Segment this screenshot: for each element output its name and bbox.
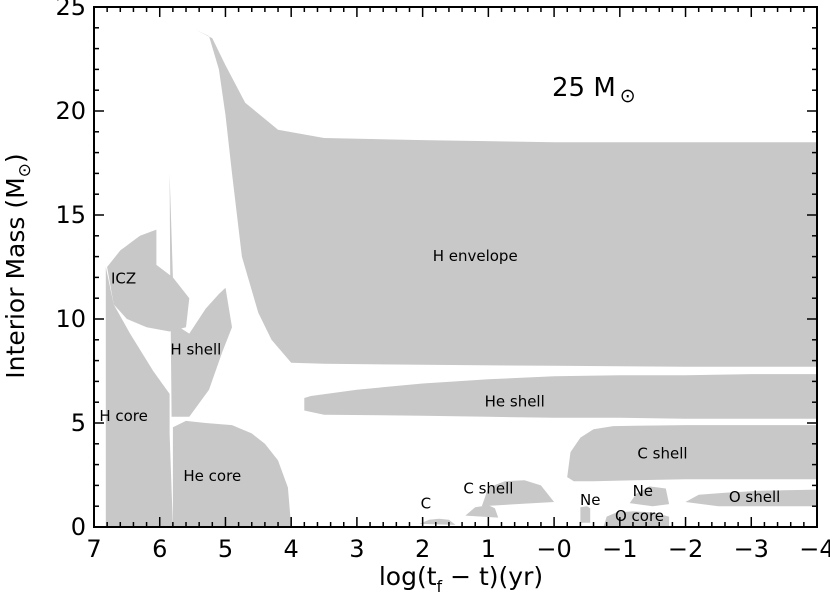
region-label-he-core-4: He core [183, 467, 241, 485]
x-tick-label: −1 [602, 535, 637, 563]
region-he-shell-5 [304, 374, 817, 419]
x-axis-label: log(tf − t)(yr) [379, 562, 543, 596]
x-tick-label: 7 [86, 535, 101, 563]
region-o-shell-13 [685, 489, 817, 507]
region-label-o-core-12: O core [615, 507, 664, 525]
plot-frame [93, 6, 818, 528]
region-ne-10 [580, 506, 591, 523]
regions-layer [105, 29, 817, 527]
region-h-shell-3 [169, 173, 232, 417]
region-label-c-shell-6: C shell [637, 444, 687, 462]
x-tick-label: 3 [349, 535, 364, 563]
region-label-ne-10: Ne [580, 491, 600, 509]
mass-annotation: 25 M ⊙ [552, 73, 636, 107]
x-tick-label: 1 [481, 535, 496, 563]
region-label-icz-1: ICZ [111, 270, 136, 288]
x-tick-label: −0 [536, 535, 571, 563]
region-label-he-shell-5: He shell [485, 392, 545, 410]
region-label-c-shell-7: C shell [463, 480, 513, 498]
region-h-core-2 [105, 267, 173, 527]
x-tick-label: −2 [668, 535, 703, 563]
x-tick-label: 4 [284, 535, 299, 563]
x-tick-label: 6 [152, 535, 167, 563]
region-label-ne-11: Ne [633, 482, 653, 500]
ticks: 7 6 5 4 3 2 1 −0 −1 −2 −3 −4 0 5 10 15 20 25 [55, 0, 830, 563]
y-tick-label: 10 [55, 305, 86, 333]
y-axis-label: Interior Mass (M⊙) [1, 153, 35, 378]
y-tick-label: 0 [71, 513, 86, 541]
x-tick-label: 5 [218, 535, 233, 563]
y-tick-label: 5 [71, 409, 86, 437]
region-c-shell-6 [567, 425, 817, 482]
region-h-envelope-0 [195, 29, 817, 367]
region-labels: H envelope ICZ H core H shell He core He shel… [99, 247, 780, 525]
region-ne-11 [629, 486, 670, 507]
x-tick-label: −4 [799, 535, 830, 563]
region-label-o-shell-13: O shell [729, 488, 780, 506]
region-label-h-envelope-0: H envelope [433, 247, 518, 265]
x-tick-label: 2 [415, 535, 430, 563]
region-unlabeled-9 [465, 505, 499, 518]
region-label-h-core-2: H core [99, 407, 148, 425]
x-tick-label: −3 [734, 535, 769, 563]
axes [93, 6, 818, 528]
region-label-h-shell-3: H shell [170, 340, 221, 358]
y-tick-label: 25 [55, 0, 86, 21]
region-c-shell-7 [481, 480, 555, 507]
region-he-core-4 [172, 420, 292, 527]
region-icz-1 [107, 229, 190, 332]
y-tick-label: 20 [55, 97, 86, 125]
region-label-c-8: C [421, 494, 431, 512]
y-tick-label: 15 [55, 201, 86, 229]
region-c-8 [419, 518, 456, 525]
